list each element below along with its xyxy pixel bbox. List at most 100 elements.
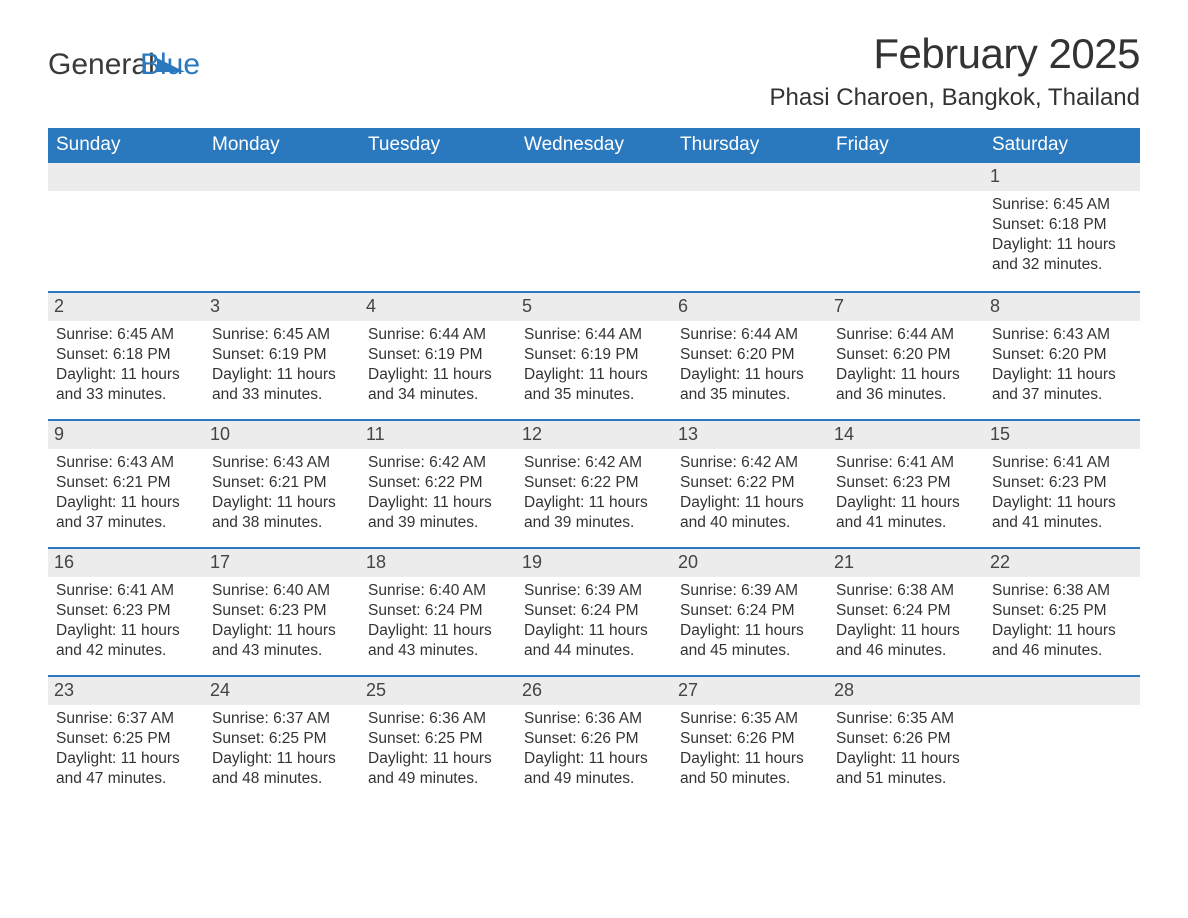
daylight-text: Daylight: 11 hours and 48 minutes.	[212, 749, 352, 789]
daylight-text: Daylight: 11 hours and 40 minutes.	[680, 493, 820, 533]
day-number: 19	[516, 549, 672, 577]
sunset-text: Sunset: 6:19 PM	[368, 345, 508, 365]
day-number	[204, 163, 360, 191]
day-number: 6	[672, 293, 828, 321]
day-cell: 20Sunrise: 6:39 AMSunset: 6:24 PMDayligh…	[672, 549, 828, 667]
day-info: Sunrise: 6:44 AMSunset: 6:19 PMDaylight:…	[522, 325, 666, 404]
sunrise-text: Sunrise: 6:37 AM	[212, 709, 352, 729]
calendar-week: 23Sunrise: 6:37 AMSunset: 6:25 PMDayligh…	[48, 675, 1140, 803]
daylight-text: Daylight: 11 hours and 49 minutes.	[524, 749, 664, 789]
daylight-text: Daylight: 11 hours and 37 minutes.	[992, 365, 1132, 405]
day-number: 14	[828, 421, 984, 449]
weekday-monday: Monday	[204, 128, 360, 163]
day-info: Sunrise: 6:44 AMSunset: 6:20 PMDaylight:…	[678, 325, 822, 404]
sunrise-text: Sunrise: 6:35 AM	[836, 709, 976, 729]
day-cell: 16Sunrise: 6:41 AMSunset: 6:23 PMDayligh…	[48, 549, 204, 667]
day-number	[516, 163, 672, 191]
sunset-text: Sunset: 6:23 PM	[992, 473, 1132, 493]
sunrise-text: Sunrise: 6:35 AM	[680, 709, 820, 729]
weekday-header: Sunday Monday Tuesday Wednesday Thursday…	[48, 128, 1140, 163]
day-cell: 2Sunrise: 6:45 AMSunset: 6:18 PMDaylight…	[48, 293, 204, 411]
day-cell: 13Sunrise: 6:42 AMSunset: 6:22 PMDayligh…	[672, 421, 828, 539]
daylight-text: Daylight: 11 hours and 51 minutes.	[836, 749, 976, 789]
sunset-text: Sunset: 6:24 PM	[836, 601, 976, 621]
day-cell	[48, 163, 204, 283]
day-info: Sunrise: 6:44 AMSunset: 6:19 PMDaylight:…	[366, 325, 510, 404]
sunrise-text: Sunrise: 6:41 AM	[56, 581, 196, 601]
day-cell	[828, 163, 984, 283]
day-info: Sunrise: 6:43 AMSunset: 6:21 PMDaylight:…	[54, 453, 198, 532]
sunset-text: Sunset: 6:21 PM	[212, 473, 352, 493]
daylight-text: Daylight: 11 hours and 39 minutes.	[368, 493, 508, 533]
sunset-text: Sunset: 6:25 PM	[56, 729, 196, 749]
sunset-text: Sunset: 6:25 PM	[992, 601, 1132, 621]
day-cell: 24 Sunrise: 6:37 AMSunset: 6:25 PMDayligh…	[204, 677, 360, 795]
day-info: Sunrise: 6:45 AMSunset: 6:19 PMDaylight:…	[210, 325, 354, 404]
day-cell: 27Sunrise: 6:35 AMSunset: 6:26 PMDayligh…	[672, 677, 828, 795]
day-number: 21	[828, 549, 984, 577]
sunrise-text: Sunrise: 6:38 AM	[836, 581, 976, 601]
sunrise-text: Sunrise: 6:43 AM	[56, 453, 196, 473]
sunset-text: Sunset: 6:23 PM	[56, 601, 196, 621]
daylight-text: Daylight: 11 hours and 49 minutes.	[368, 749, 508, 789]
day-number	[48, 163, 204, 191]
day-number: 25	[360, 677, 516, 705]
calendar-week: 16Sunrise: 6:41 AMSunset: 6:23 PMDayligh…	[48, 547, 1140, 675]
sunset-text: Sunset: 6:25 PM	[212, 729, 352, 749]
sunrise-text: Sunrise: 6:40 AM	[368, 581, 508, 601]
day-number: 18	[360, 549, 516, 577]
day-info: Sunrise: 6:37 AMSunset: 6:25 PMDaylight:…	[54, 709, 198, 788]
calendar-week: 1Sunrise: 6:45 AMSunset: 6:18 PMDaylight…	[48, 163, 1140, 291]
day-number: 8	[984, 293, 1140, 321]
day-cell: 21 Sunrise: 6:38 AMSunset: 6:24 PMDayligh…	[828, 549, 984, 667]
daylight-text: Daylight: 11 hours and 33 minutes.	[56, 365, 196, 405]
sunrise-text: Sunrise: 6:39 AM	[524, 581, 664, 601]
sunrise-text: Sunrise: 6:42 AM	[680, 453, 820, 473]
day-number: 24	[204, 677, 360, 705]
day-info: Sunrise: 6:37 AMSunset: 6:25 PMDaylight:…	[210, 709, 354, 788]
day-number: 17	[204, 549, 360, 577]
sunset-text: Sunset: 6:22 PM	[524, 473, 664, 493]
sunset-text: Sunset: 6:21 PM	[56, 473, 196, 493]
day-cell: 19Sunrise: 6:39 AMSunset: 6:24 PMDayligh…	[516, 549, 672, 667]
calendar: Sunday Monday Tuesday Wednesday Thursday…	[48, 128, 1140, 803]
day-info: Sunrise: 6:35 AMSunset: 6:26 PMDaylight:…	[678, 709, 822, 788]
day-number: 9	[48, 421, 204, 449]
sunrise-text: Sunrise: 6:45 AM	[56, 325, 196, 345]
sunrise-text: Sunrise: 6:37 AM	[56, 709, 196, 729]
daylight-text: Daylight: 11 hours and 36 minutes.	[836, 365, 976, 405]
logo-word2: Blue	[140, 48, 200, 81]
sunrise-text: Sunrise: 6:44 AM	[524, 325, 664, 345]
weekday-thursday: Thursday	[672, 128, 828, 163]
day-number: 3	[204, 293, 360, 321]
day-info: Sunrise: 6:36 AMSunset: 6:25 PMDaylight:…	[366, 709, 510, 788]
daylight-text: Daylight: 11 hours and 43 minutes.	[368, 621, 508, 661]
day-cell: 14 Sunrise: 6:41 AMSunset: 6:23 PMDayligh…	[828, 421, 984, 539]
daylight-text: Daylight: 11 hours and 32 minutes.	[992, 235, 1132, 275]
weekday-friday: Friday	[828, 128, 984, 163]
sunset-text: Sunset: 6:24 PM	[680, 601, 820, 621]
daylight-text: Daylight: 11 hours and 46 minutes.	[992, 621, 1132, 661]
day-cell: 4Sunrise: 6:44 AMSunset: 6:19 PMDaylight…	[360, 293, 516, 411]
sunset-text: Sunset: 6:23 PM	[836, 473, 976, 493]
day-number: 10	[204, 421, 360, 449]
day-number	[828, 163, 984, 191]
sunset-text: Sunset: 6:18 PM	[992, 215, 1132, 235]
day-cell: 12Sunrise: 6:42 AMSunset: 6:22 PMDayligh…	[516, 421, 672, 539]
daylight-text: Daylight: 11 hours and 43 minutes.	[212, 621, 352, 661]
day-info: Sunrise: 6:40 AMSunset: 6:24 PMDaylight:…	[366, 581, 510, 660]
day-number: 15	[984, 421, 1140, 449]
sunset-text: Sunset: 6:20 PM	[836, 345, 976, 365]
location-subtitle: Phasi Charoen, Bangkok, Thailand	[770, 84, 1140, 112]
header-row: General Blue February 2025 Phasi Charoen…	[48, 30, 1140, 122]
daylight-text: Daylight: 11 hours and 42 minutes.	[56, 621, 196, 661]
day-info: Sunrise: 6:43 AMSunset: 6:21 PMDaylight:…	[210, 453, 354, 532]
sunrise-text: Sunrise: 6:40 AM	[212, 581, 352, 601]
day-info: Sunrise: 6:41 AMSunset: 6:23 PMDaylight:…	[834, 453, 978, 532]
day-info: Sunrise: 6:41 AMSunset: 6:23 PMDaylight:…	[990, 453, 1134, 532]
sunset-text: Sunset: 6:26 PM	[524, 729, 664, 749]
daylight-text: Daylight: 11 hours and 46 minutes.	[836, 621, 976, 661]
daylight-text: Daylight: 11 hours and 33 minutes.	[212, 365, 352, 405]
daylight-text: Daylight: 11 hours and 41 minutes.	[992, 493, 1132, 533]
day-number	[672, 163, 828, 191]
